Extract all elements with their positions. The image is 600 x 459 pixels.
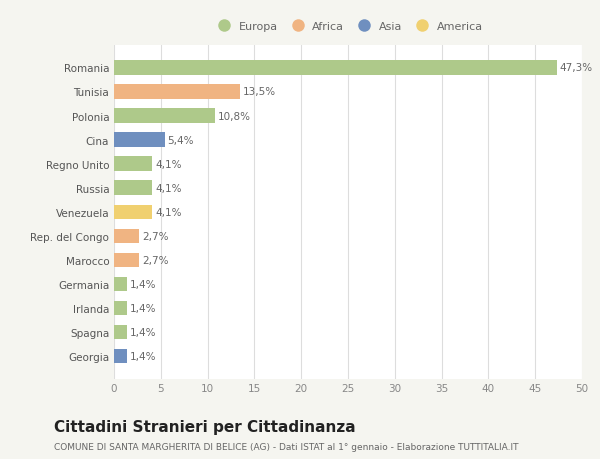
Text: 5,4%: 5,4% [167, 135, 194, 145]
Text: 10,8%: 10,8% [218, 111, 251, 121]
Bar [114, 205, 152, 219]
Bar [114, 301, 127, 315]
Text: 1,4%: 1,4% [130, 351, 157, 361]
Bar [114, 349, 127, 364]
Text: 1,4%: 1,4% [130, 280, 157, 289]
Bar [114, 109, 215, 123]
Text: 2,7%: 2,7% [142, 231, 169, 241]
Text: 47,3%: 47,3% [560, 63, 593, 73]
Text: 1,4%: 1,4% [130, 327, 157, 337]
Text: 4,1%: 4,1% [155, 207, 182, 217]
Text: 2,7%: 2,7% [142, 255, 169, 265]
Text: 13,5%: 13,5% [243, 87, 276, 97]
Bar [114, 133, 164, 147]
Bar [114, 229, 139, 244]
Bar [114, 181, 152, 196]
Text: 1,4%: 1,4% [130, 303, 157, 313]
Bar [114, 325, 127, 340]
Text: COMUNE DI SANTA MARGHERITA DI BELICE (AG) - Dati ISTAT al 1° gennaio - Elaborazi: COMUNE DI SANTA MARGHERITA DI BELICE (AG… [54, 442, 518, 451]
Bar [114, 61, 557, 75]
Text: Cittadini Stranieri per Cittadinanza: Cittadini Stranieri per Cittadinanza [54, 419, 356, 434]
Bar [114, 85, 241, 100]
Bar [114, 277, 127, 291]
Bar [114, 253, 139, 268]
Text: 4,1%: 4,1% [155, 183, 182, 193]
Bar [114, 157, 152, 172]
Legend: Europa, Africa, Asia, America: Europa, Africa, Asia, America [213, 22, 483, 32]
Text: 4,1%: 4,1% [155, 159, 182, 169]
